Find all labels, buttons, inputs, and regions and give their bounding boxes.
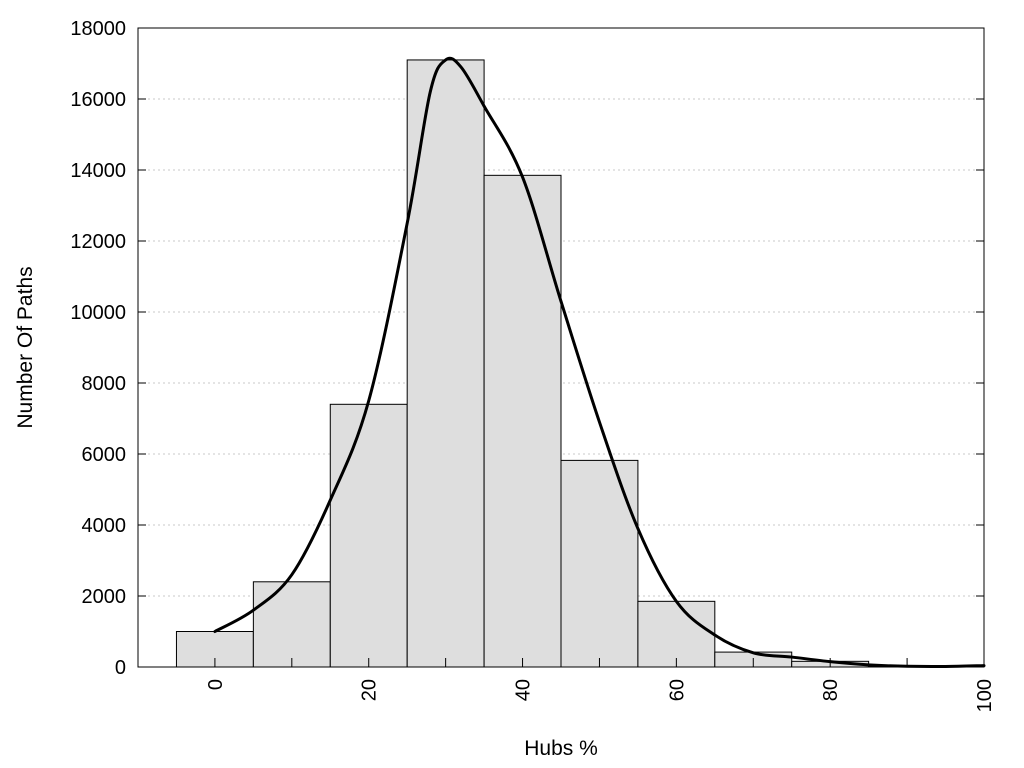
x-tick-label: 0 — [205, 679, 227, 690]
x-tick-label: 60 — [666, 679, 688, 701]
histogram-bar — [483, 174, 562, 668]
y-tick-label: 2000 — [82, 586, 127, 608]
y-tick-label: 10000 — [70, 302, 126, 324]
gridlines — [138, 98, 984, 597]
y-axis-title: Number Of Paths — [14, 266, 37, 428]
histogram-bar — [329, 403, 408, 668]
y-tick-label: 8000 — [82, 373, 127, 395]
x-tick-label: 40 — [513, 679, 535, 701]
x-axis-title: Hubs % — [524, 737, 598, 760]
x-tick-label: 80 — [820, 679, 842, 701]
y-tick-label: 6000 — [82, 444, 127, 466]
y-tick-label: 0 — [115, 657, 126, 679]
x-tick-label: 20 — [359, 679, 381, 701]
density-curve — [213, 56, 986, 669]
y-tick-label: 4000 — [82, 515, 127, 537]
y-tick-label: 14000 — [70, 160, 126, 182]
histogram-bar — [637, 600, 716, 668]
x-tick-label: 100 — [974, 679, 996, 712]
y-tick-label: 18000 — [70, 18, 126, 40]
y-tick-label: 16000 — [70, 89, 126, 111]
histogram-bar — [252, 581, 331, 668]
y-axis-ticks: 0 2000 4000 6000 8000 10000 12000 14000 16000 180… — [70, 18, 984, 679]
plot-frame — [137, 27, 985, 668]
y-tick-label: 12000 — [70, 231, 126, 253]
x-axis-ticks: 0 20 40 60 80 100 — [205, 658, 996, 712]
histogram-bar — [560, 459, 639, 668]
